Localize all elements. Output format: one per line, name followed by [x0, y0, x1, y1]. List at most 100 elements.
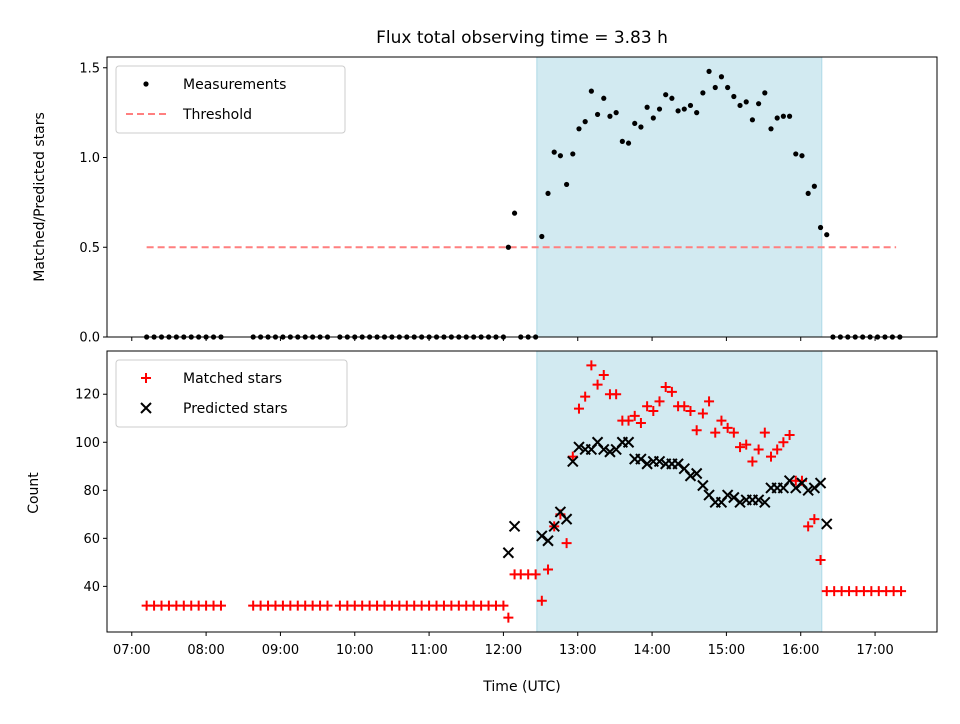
measurement-point	[786, 113, 793, 119]
measurement-point	[731, 93, 737, 100]
measurement-point	[681, 106, 687, 112]
legend-measurement-swatch	[143, 81, 149, 87]
legend-box	[115, 65, 346, 134]
matched-star-marker	[722, 422, 733, 433]
matched-star-marker	[623, 415, 634, 426]
predicted-star-marker	[502, 547, 515, 559]
y-tick-label: 60	[83, 532, 100, 547]
x-tick-label: 08:00	[187, 643, 224, 658]
legend-label: Matched stars	[183, 371, 282, 387]
x-axis-label: Time (UTC)	[482, 679, 560, 695]
predicted-star-marker	[567, 455, 579, 468]
legend-label: Measurements	[183, 77, 286, 93]
legend: Matched stars Predicted stars	[115, 359, 348, 428]
measurement-point	[700, 90, 706, 96]
matched-star-marker	[896, 586, 907, 597]
matched-star-marker	[660, 382, 671, 393]
measurement-point	[737, 102, 743, 109]
matched-star-marker	[741, 439, 752, 450]
measurement-point	[663, 92, 669, 98]
matched-star-marker	[766, 451, 776, 462]
x-tick-label: 11:00	[410, 643, 447, 658]
measurement-point	[511, 210, 518, 216]
matched-star-marker	[716, 415, 727, 426]
matched-star-marker	[666, 386, 677, 397]
predicted-star-marker	[598, 443, 610, 456]
measurement-point	[545, 190, 551, 197]
matched-star-marker	[747, 456, 758, 467]
legend-label: Threshold	[182, 107, 252, 123]
measurement-point	[817, 224, 824, 231]
measurement-point	[644, 104, 650, 110]
measurement-point	[811, 183, 817, 189]
measurement-point	[718, 74, 725, 80]
y-tick-label: 1.0	[79, 151, 100, 166]
matched-star-marker	[691, 425, 702, 436]
matched-star-marker	[598, 370, 609, 381]
measurement-point	[774, 115, 780, 121]
predicted-star-marker	[684, 470, 697, 482]
predicted-star-marker	[604, 446, 616, 458]
measurement-point	[632, 120, 638, 127]
measurement-point	[650, 115, 656, 121]
measurement-point	[594, 111, 601, 118]
matched-star-marker	[642, 401, 653, 412]
matched-star-marker	[629, 410, 640, 421]
matched-star-marker	[543, 564, 554, 575]
matched-star-marker	[778, 437, 789, 448]
matched-star-marker	[586, 360, 597, 371]
legend-predicted-swatch	[140, 402, 152, 414]
measurement-point	[570, 151, 576, 157]
matched-star-marker	[580, 391, 591, 402]
matched-star-marker	[498, 600, 509, 611]
bottom-y-axis-label: Count	[26, 472, 42, 514]
x-tick-label: 10:00	[336, 643, 373, 658]
top-y-axis-label: Matched/Predicted stars	[32, 112, 48, 282]
measurement-point	[743, 99, 749, 105]
measurement-point	[505, 244, 511, 250]
matched-star-marker	[697, 408, 708, 419]
predicted-star-marker	[759, 496, 771, 509]
measurement-point	[539, 233, 545, 240]
measurement-point	[669, 95, 675, 101]
matched-star-marker	[592, 379, 603, 390]
matched-star-marker	[611, 389, 622, 400]
top-panel: 0.0 0.5 1.0 1.5 Measurements Threshold	[79, 56, 938, 346]
legend-box	[115, 359, 348, 428]
matched-star-marker	[735, 442, 746, 453]
measurement-point	[799, 153, 805, 159]
predicted-star-marker	[653, 455, 666, 468]
measurement-point	[563, 181, 570, 188]
chart-title: Flux total observing time = 3.83 h	[376, 28, 668, 48]
matched-star-marker	[809, 514, 820, 525]
predicted-star-marker	[690, 467, 703, 480]
measurement-point	[712, 84, 718, 91]
measurement-point	[582, 119, 588, 125]
y-tick-label: 0.0	[79, 331, 100, 346]
x-tick-label: 15:00	[708, 643, 745, 658]
measurement-point	[694, 110, 700, 116]
x-tick-label: 07:00	[113, 643, 150, 658]
x-tick-label: 17:00	[856, 643, 893, 658]
measurement-point	[824, 232, 830, 238]
measurement-point	[551, 149, 557, 155]
predicted-star-marker	[721, 489, 734, 501]
measurement-point	[675, 108, 681, 114]
x-tick-label: 16:00	[782, 643, 819, 658]
matched-star-marker	[710, 427, 721, 438]
y-tick-label: 120	[75, 388, 100, 403]
matched-star-marker	[322, 600, 333, 611]
measurement-point	[749, 117, 756, 123]
measurement-point	[619, 138, 625, 144]
matched-star-marker	[759, 427, 770, 438]
x-tick-label: 13:00	[559, 643, 596, 658]
matched-star-marker	[784, 430, 795, 441]
matched-star-marker	[803, 521, 814, 532]
measurement-point	[768, 126, 774, 132]
predicted-star-marker	[548, 520, 560, 533]
measurement-point	[613, 110, 619, 116]
predicted-star-marker	[752, 494, 765, 506]
measurement-point	[805, 190, 811, 197]
legend-matched-swatch	[141, 373, 151, 383]
